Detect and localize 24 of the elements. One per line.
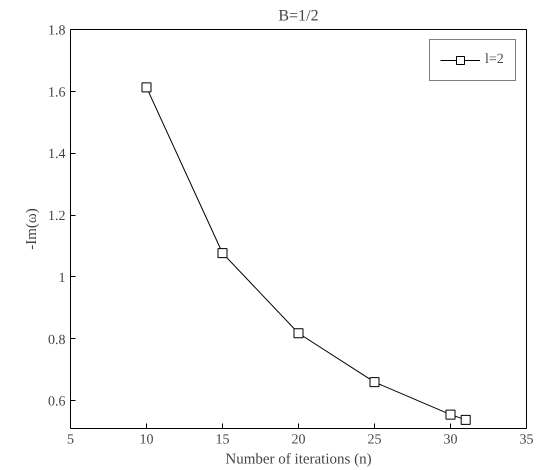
x-tick-label: 20 [292, 432, 306, 448]
y-tick-label: 1.4 [48, 147, 66, 162]
y-tick-label: 0.8 [48, 332, 66, 348]
x-tick-label: 25 [368, 432, 382, 448]
x-axis-title: Number of iterations (n) [225, 452, 372, 468]
point [142, 82, 152, 92]
point [370, 377, 380, 388]
x-tick-label: 10 [140, 432, 154, 448]
chart-title: B=1/2 [278, 8, 319, 24]
y-tick-label: 1.6 [48, 85, 66, 100]
y-axis-title: -Im(ω) [24, 208, 40, 250]
point [446, 410, 456, 420]
x-tick-label: 15 [216, 432, 230, 448]
x-tick-label: 35 [520, 432, 534, 448]
point [460, 414, 471, 425]
y-tick-label: 1.8 [48, 24, 66, 38]
x-tick-label: 30 [444, 432, 458, 448]
y-tick-label: 0.6 [48, 394, 66, 410]
y-tick-label: 1.2 [48, 209, 66, 224]
legend-label: l=2 [485, 52, 505, 68]
point [294, 328, 304, 338]
y-tick-label: 1 [58, 270, 66, 286]
x-tick-label: 5 [67, 432, 74, 448]
point [218, 248, 228, 258]
